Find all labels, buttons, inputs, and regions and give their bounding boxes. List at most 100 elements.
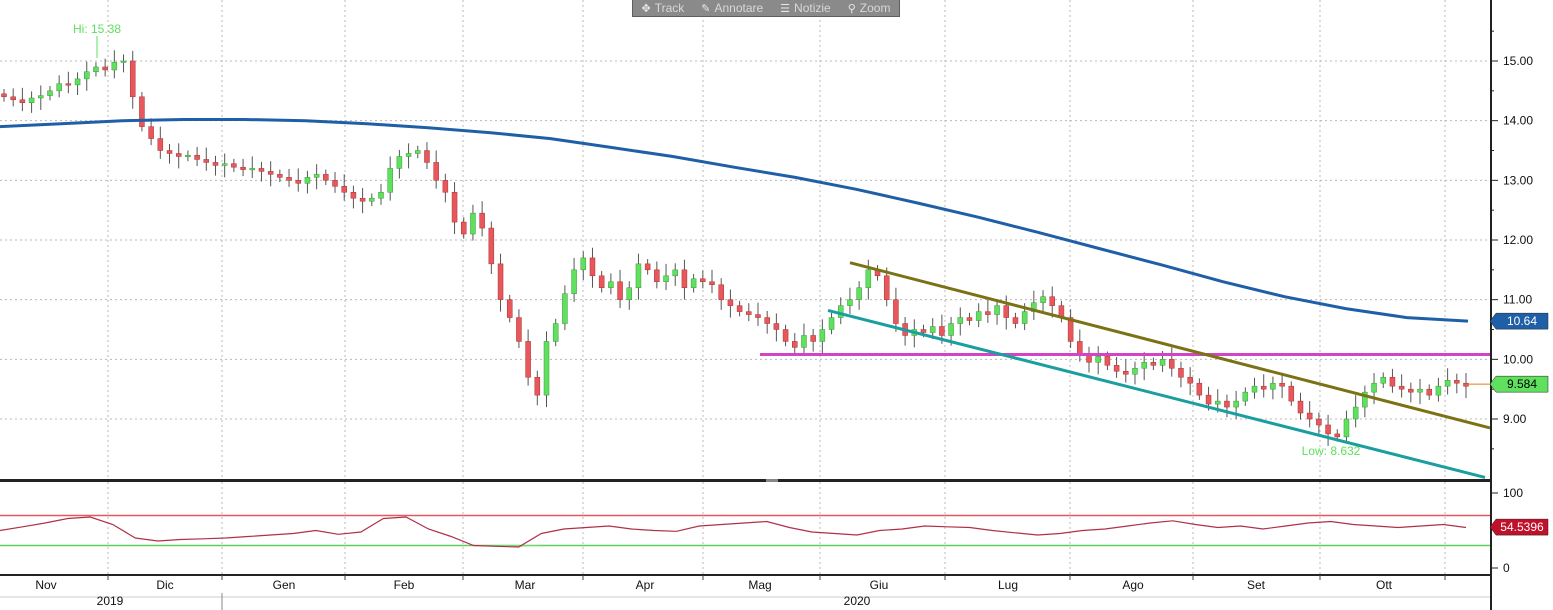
candle-up xyxy=(948,323,954,336)
price-tick-label: 13.00 xyxy=(1503,173,1533,187)
moving-average-value-label: 10.64 xyxy=(1489,312,1549,330)
candle-up xyxy=(608,281,614,288)
candle-up xyxy=(562,293,568,324)
candle-up xyxy=(1021,311,1028,324)
candle xyxy=(1454,373,1460,394)
candle xyxy=(1463,373,1469,399)
candle xyxy=(1279,373,1285,399)
candle xyxy=(1132,361,1138,385)
candle xyxy=(1150,357,1157,371)
candle-down xyxy=(1260,385,1267,390)
candle xyxy=(819,319,826,354)
zoom-button[interactable]: ⚲ Zoom xyxy=(848,1,891,15)
candle-up xyxy=(249,168,256,171)
candle xyxy=(764,311,770,334)
candle xyxy=(65,71,72,94)
candle xyxy=(617,269,623,309)
candle-up xyxy=(571,269,577,294)
month-label: Ago xyxy=(1122,578,1144,592)
candle-down xyxy=(700,278,706,283)
candle-down xyxy=(231,163,237,168)
candle-up xyxy=(93,66,99,72)
candle xyxy=(1003,295,1010,330)
candle-down xyxy=(212,162,219,166)
price-tick-label: 12.00 xyxy=(1503,233,1533,247)
candle-up xyxy=(304,177,311,184)
candle-up xyxy=(405,153,412,157)
candle-up xyxy=(1242,391,1249,402)
candle xyxy=(277,169,283,183)
candle xyxy=(874,265,881,281)
rsi-bottom-border xyxy=(0,574,1490,576)
year-label: 2019 xyxy=(97,594,124,608)
candle xyxy=(258,161,265,182)
candle xyxy=(893,287,899,332)
rsi-value-label-box xyxy=(1489,518,1549,536)
candle xyxy=(313,164,320,190)
candle-up xyxy=(111,61,118,71)
candle-down xyxy=(681,269,688,288)
candle-down xyxy=(65,83,72,86)
candle-up xyxy=(819,329,826,342)
candle-down xyxy=(1334,433,1341,438)
candle-down xyxy=(1077,341,1083,354)
candle-down xyxy=(102,66,108,71)
candle-down xyxy=(506,299,513,318)
candle xyxy=(267,161,274,187)
candle-up xyxy=(1435,385,1442,396)
candle xyxy=(460,217,467,239)
candle-down xyxy=(736,305,743,312)
candle xyxy=(1067,309,1074,348)
candle xyxy=(1380,372,1386,388)
time-axis: Nov Dic Gen Feb Mar Apr Mag Giu Lug Ago Set Ott 2019… xyxy=(0,575,1490,610)
rsi-tick-label: 100 xyxy=(1503,486,1523,500)
candle xyxy=(1362,385,1368,418)
candle xyxy=(801,323,807,356)
month-label: Lug xyxy=(998,578,1018,592)
candle xyxy=(644,259,651,275)
candle-down xyxy=(194,155,200,160)
candle-down xyxy=(1067,317,1074,342)
annotate-button[interactable]: ✎ Annotare xyxy=(701,1,763,15)
crosshair-icon: ✥ xyxy=(641,2,651,15)
candle xyxy=(1040,290,1046,313)
candle-down xyxy=(718,284,724,300)
candle-up xyxy=(828,317,835,330)
candle xyxy=(856,281,862,310)
news-button[interactable]: ☰ Notizie xyxy=(780,1,831,15)
candle-up xyxy=(28,97,35,104)
candle xyxy=(185,150,191,162)
candle xyxy=(1343,410,1350,444)
candle-down xyxy=(1408,388,1414,393)
track-button[interactable]: ✥ Track xyxy=(641,1,684,15)
candle xyxy=(56,75,62,98)
candle xyxy=(1398,374,1405,398)
candle xyxy=(847,287,853,314)
candle-down xyxy=(939,326,945,336)
candle-down xyxy=(1398,385,1405,390)
candle-up xyxy=(1095,356,1101,363)
candle xyxy=(1169,347,1175,377)
candle-down xyxy=(240,166,246,170)
candle xyxy=(1077,329,1083,362)
candle xyxy=(654,261,660,289)
candle xyxy=(166,143,173,164)
candle xyxy=(10,88,16,107)
candle xyxy=(38,85,44,110)
candle-down xyxy=(460,221,467,235)
month-label: Set xyxy=(1247,578,1266,592)
candle xyxy=(1316,412,1322,436)
candle-down xyxy=(598,275,605,288)
candle xyxy=(1417,379,1423,405)
chart-toolbar: ✥ Track ✎ Annotare ☰ Notizie ⚲ Zoom xyxy=(632,0,900,17)
candle-down xyxy=(1003,305,1010,318)
candle-down xyxy=(1187,376,1193,384)
candle-down xyxy=(267,171,274,175)
candle xyxy=(1408,382,1414,403)
candle-down xyxy=(709,281,715,285)
candle xyxy=(1113,356,1120,378)
candle xyxy=(1426,384,1432,400)
candle xyxy=(249,156,256,178)
candle xyxy=(396,149,403,179)
candle-down xyxy=(755,314,761,318)
